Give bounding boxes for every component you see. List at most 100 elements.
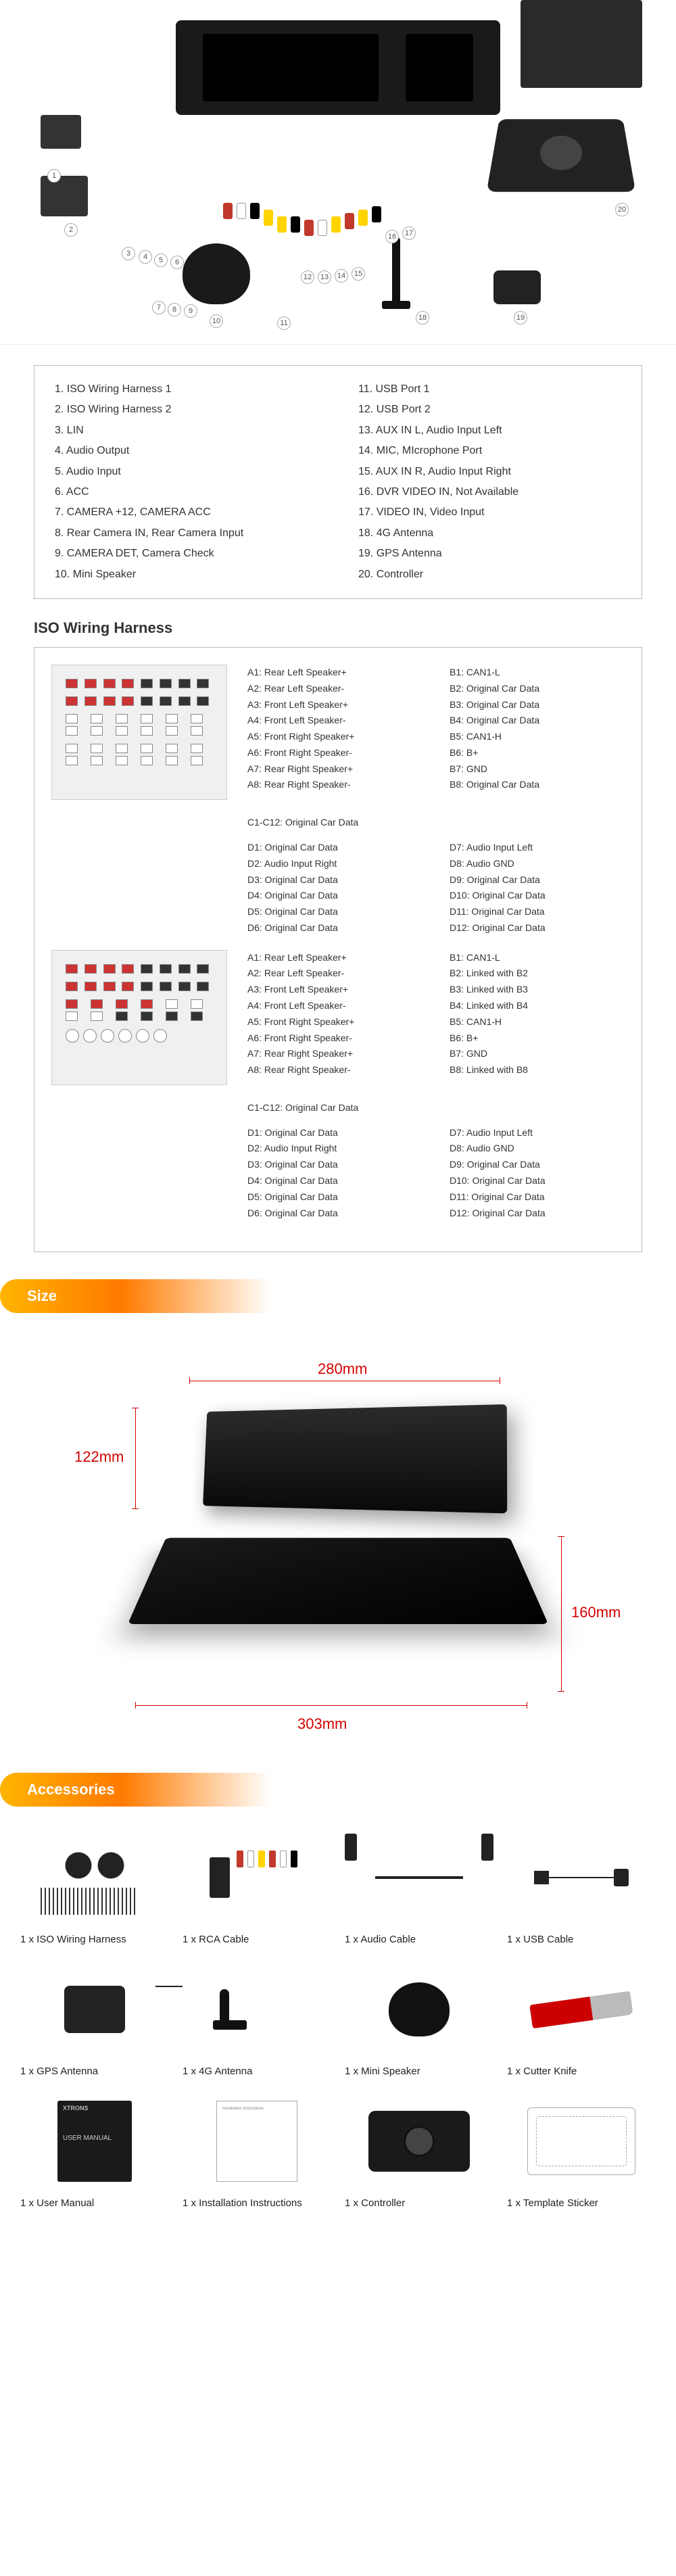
- legend-item: 8. Rear Camera IN, Rear Camera Input: [55, 523, 318, 544]
- number-badge: 13: [318, 270, 331, 284]
- iso-label: D5: Original Car Data: [247, 904, 422, 920]
- number-badge: 6: [170, 256, 184, 269]
- iso-label: A1: Rear Left Speaker+: [247, 950, 422, 966]
- accessory-item: 1 x GPS Antenna: [20, 1959, 169, 2077]
- iso-note-2: C1-C12: Original Car Data: [247, 1102, 625, 1113]
- cable-end: [318, 220, 327, 236]
- pin: [116, 714, 128, 723]
- accessory-label: 1 x GPS Antenna: [20, 2066, 169, 2077]
- iso-label: B3: Linked with B3: [450, 982, 625, 998]
- pin: [197, 982, 209, 991]
- iso-label: B1: CAN1-L: [450, 950, 625, 966]
- legend-item: 19. GPS Antenna: [358, 544, 621, 564]
- legend-item: 11. USB Port 1: [358, 379, 621, 400]
- pin: [191, 744, 203, 753]
- cable-end: [358, 210, 368, 226]
- number-badge: 4: [139, 250, 152, 264]
- iso-label: A1: Rear Left Speaker+: [247, 665, 422, 681]
- number-badge: 16: [385, 230, 399, 243]
- pin: [166, 714, 178, 723]
- cable-end: [223, 203, 233, 219]
- iso-label: D8: Audio GND: [450, 856, 625, 872]
- pin: [66, 696, 78, 706]
- legend-item: 17. VIDEO IN, Video Input: [358, 502, 621, 523]
- number-badge: 8: [168, 303, 181, 316]
- dim-top: 280mm: [318, 1360, 367, 1378]
- pin: [166, 726, 178, 736]
- number-badge: 1: [47, 169, 61, 183]
- number-badge: 15: [352, 267, 365, 281]
- size-header: Size: [0, 1279, 676, 1313]
- accessory-item: 1 x Template Sticker: [507, 2091, 656, 2209]
- iso-label: D11: Original Car Data: [450, 1189, 625, 1206]
- pin: [103, 982, 116, 991]
- iso-diagram-2: [51, 950, 227, 1085]
- pin: [160, 964, 172, 974]
- accessory-label: 1 x Installation Instructions: [183, 2197, 331, 2209]
- pin: [141, 696, 153, 706]
- number-badge: 18: [416, 311, 429, 325]
- iso-label: A8: Rear Right Speaker-: [247, 1062, 422, 1078]
- pin: [191, 714, 203, 723]
- iso-label: D3: Original Car Data: [247, 1157, 422, 1173]
- iso-label: B2: Linked with B2: [450, 965, 625, 982]
- legend-item: 10. Mini Speaker: [55, 565, 318, 585]
- 4g-antenna: [392, 237, 400, 304]
- cable-end: [331, 216, 341, 233]
- accessory-item: Installation Instructions1 x Installatio…: [183, 2091, 331, 2209]
- pin: [197, 964, 209, 974]
- pin: [122, 982, 134, 991]
- pin: [141, 756, 153, 765]
- legend-item: 3. LIN: [55, 421, 318, 441]
- number-badge: 3: [122, 247, 135, 260]
- iso-label: D5: Original Car Data: [247, 1189, 422, 1206]
- number-badge: 14: [335, 269, 348, 283]
- pin: [91, 756, 103, 765]
- side-unit: [521, 0, 642, 88]
- accessory-image: [183, 1827, 331, 1928]
- accessory-item: USER MANUAL1 x User Manual: [20, 2091, 169, 2209]
- pin: [141, 982, 153, 991]
- number-badge: 19: [514, 311, 527, 325]
- accessory-image: [507, 2091, 656, 2192]
- legend-item: 16. DVR VIDEO IN, Not Available: [358, 482, 621, 502]
- iso-note-1: C1-C12: Original Car Data: [247, 817, 625, 828]
- iso-label: A8: Rear Right Speaker-: [247, 777, 422, 793]
- iso-label: B6: B+: [450, 745, 625, 761]
- dim-line-right: [561, 1536, 562, 1692]
- accessory-image: [507, 1827, 656, 1928]
- accessory-item: 1 x Controller: [345, 2091, 493, 2209]
- pin: [141, 964, 153, 974]
- accessory-label: 1 x Controller: [345, 2197, 493, 2209]
- legend-item: 13. AUX IN L, Audio Input Left: [358, 421, 621, 441]
- iso-title: ISO Wiring Harness: [34, 619, 642, 637]
- pin: [116, 999, 128, 1009]
- pin: [66, 1011, 78, 1021]
- pin: [84, 679, 97, 688]
- iso-label: B4: Linked with B4: [450, 998, 625, 1014]
- iso-label: D8: Audio GND: [450, 1141, 625, 1157]
- number-badge: 11: [277, 316, 291, 330]
- pin: [66, 756, 78, 765]
- accessory-label: 1 x Audio Cable: [345, 1934, 493, 1945]
- pin: [160, 679, 172, 688]
- accessory-item: 1 x ISO Wiring Harness: [20, 1827, 169, 1945]
- iso-label: B8: Original Car Data: [450, 777, 625, 793]
- iso-label: D7: Audio Input Left: [450, 1125, 625, 1141]
- iso-label: D11: Original Car Data: [450, 904, 625, 920]
- connector-2: [41, 176, 88, 216]
- iso-label: D2: Audio Input Right: [247, 856, 422, 872]
- legend-item: 14. MIC, MIcrophone Port: [358, 441, 621, 461]
- accessory-label: 1 x ISO Wiring Harness: [20, 1934, 169, 1945]
- dim-right: 160mm: [571, 1604, 621, 1621]
- legend-table: 1. ISO Wiring Harness 12. ISO Wiring Har…: [34, 365, 642, 599]
- device-screen: [203, 1404, 507, 1513]
- accessory-label: 1 x Mini Speaker: [345, 2066, 493, 2077]
- legend-item: 12. USB Port 2: [358, 400, 621, 420]
- accessory-image: [20, 1827, 169, 1928]
- pin: [166, 756, 178, 765]
- mini-speaker: [183, 243, 250, 304]
- cable-end: [304, 220, 314, 236]
- accessory-label: 1 x RCA Cable: [183, 1934, 331, 1945]
- iso-label: B6: B+: [450, 1030, 625, 1047]
